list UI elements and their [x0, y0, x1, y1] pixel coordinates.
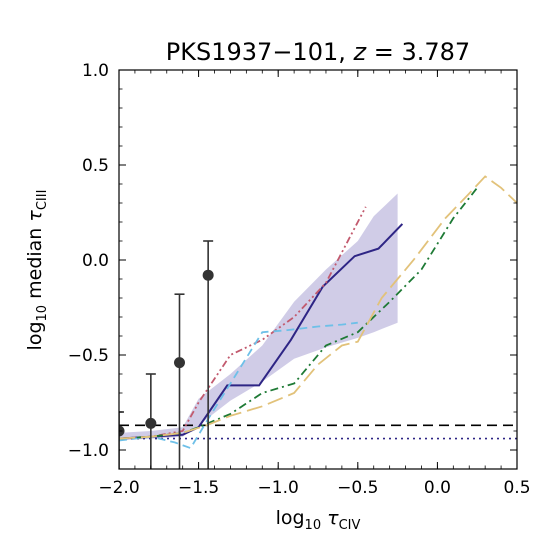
data-point [173, 357, 185, 369]
x-tick-label: −1.5 [178, 478, 219, 498]
plot-clip-group [119, 175, 517, 469]
series-line-4 [119, 187, 478, 440]
x-tick-label: −1.0 [258, 478, 299, 498]
chart-title: PKS1937−101, z = 3.787 [166, 38, 470, 66]
y-tick-label: 0.5 [82, 156, 109, 176]
series-line-1 [119, 223, 404, 440]
series-line-5 [119, 175, 517, 440]
plot-frame [118, 69, 518, 470]
y-axis: −1.0 −0.5 0.0 0.5 1.0 [68, 61, 517, 470]
y-tick-label: −0.5 [68, 346, 109, 366]
data-point [202, 269, 214, 281]
x-tick-label: −0.5 [337, 478, 378, 498]
x-tick-label: 0.0 [424, 478, 451, 498]
plot-area [118, 69, 518, 470]
x-axis-label: log10 τCIV [276, 507, 361, 533]
series-line-3 [119, 321, 358, 450]
data-point [145, 417, 157, 429]
x-axis: −2.0 −1.5 −1.0 −0.5 0.0 0.5 [98, 70, 531, 498]
series-line-2 [119, 206, 367, 440]
x-tick-label: 0.5 [503, 478, 530, 498]
uncertainty-band [119, 193, 398, 441]
y-tick-label: −1.0 [68, 441, 109, 461]
y-tick-label: 1.0 [82, 61, 109, 81]
y-tick-label: 0.0 [82, 251, 109, 271]
x-tick-label: −2.0 [98, 478, 139, 498]
y-axis-label: log10 median τCIII [24, 190, 50, 351]
